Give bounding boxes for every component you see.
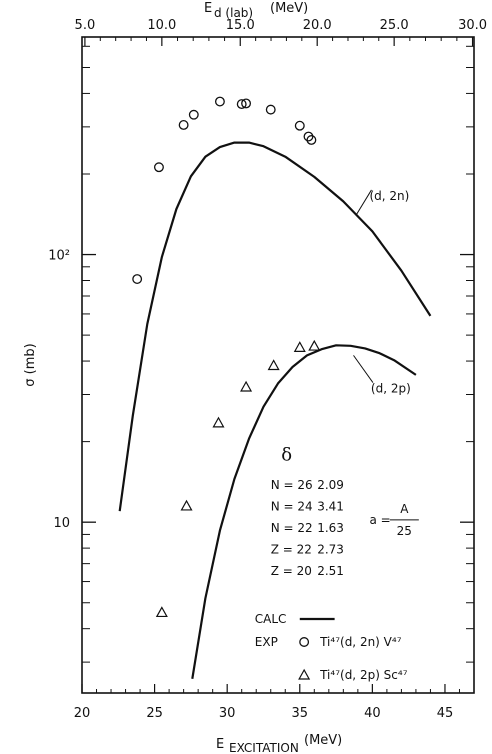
delta-row-value: 2.51	[317, 564, 344, 578]
x-axis-unit: (MeV)	[304, 733, 342, 748]
data-point-d2n	[153, 162, 164, 173]
delta-row-value: 2.73	[317, 543, 344, 557]
a-formula-numerator: A	[400, 502, 409, 516]
data-point-d2p	[293, 341, 306, 352]
curve-label: (d, 2p)	[371, 382, 411, 396]
data-point-d2p	[308, 339, 321, 351]
top-axis-title-sub: d (lab)	[214, 6, 253, 20]
data-point-d2p	[267, 359, 280, 371]
x-tick-label: 20	[74, 706, 91, 721]
data-point-d2p	[180, 499, 193, 511]
data-point-d2n	[188, 109, 199, 120]
data-point-d2n	[214, 96, 225, 107]
calc-curve	[118, 141, 432, 512]
plot-frame	[81, 36, 475, 694]
data-point-d2n	[241, 98, 252, 109]
data-point-d2p	[155, 606, 168, 618]
data-point-d2n	[306, 135, 317, 145]
delta-row-label: N = 24	[271, 500, 313, 514]
y-axis-title: σ (mb)	[23, 343, 38, 386]
curve-label: (d, 2n)	[369, 189, 409, 203]
legend-calc-label: CALC	[255, 612, 287, 626]
data-point-d2p	[240, 380, 253, 392]
curve-label-arrow	[355, 189, 372, 215]
delta-row-label: N = 26	[271, 478, 313, 492]
x-tick-label: 30	[219, 706, 236, 721]
data-point-d2n	[303, 131, 314, 142]
top-tick-label: 10.0	[147, 18, 176, 33]
a-formula-denominator: 25	[397, 524, 412, 538]
x-tick-label: 25	[146, 706, 163, 721]
calc-curve	[191, 344, 417, 679]
legend-triangle-marker	[298, 668, 311, 680]
x-tick-label: 45	[437, 706, 454, 721]
delta-row-label: N = 22	[271, 521, 313, 535]
top-tick-label: 5.0	[75, 18, 96, 33]
delta-row-value: 2.09	[317, 478, 344, 492]
y-tick-label: 10	[53, 516, 70, 531]
curve-label-arrow	[353, 355, 374, 383]
x-axis-title: E	[216, 737, 224, 752]
top-tick-label: 15.0	[226, 18, 255, 33]
top-tick-label: 20.0	[303, 18, 332, 33]
delta-row-value: 3.41	[317, 500, 344, 514]
legend-circle-text: Ti⁴⁷(d, 2n) V⁴⁷	[319, 635, 402, 649]
x-tick-label: 40	[364, 706, 381, 721]
legend-triangle-text: Ti⁴⁷(d, 2p) Sc⁴⁷	[319, 668, 408, 682]
data-point-d2n	[236, 99, 247, 110]
legend-circle-marker	[299, 637, 310, 647]
legend-exp-label: EXP	[255, 635, 278, 649]
top-tick-label: 25.0	[380, 18, 409, 33]
data-point-d2n	[178, 119, 189, 130]
x-axis-title-sub: EXCITATION	[229, 741, 299, 754]
x-tick-label: 35	[292, 706, 309, 721]
y-tick-label: 10²	[48, 249, 70, 264]
data-point-d2p	[212, 416, 225, 428]
top-axis-title: E	[204, 1, 212, 16]
top-tick-label: 30.0	[458, 18, 487, 33]
delta-row-label: Z = 20	[271, 564, 312, 578]
data-point-d2n	[265, 104, 276, 115]
data-point-d2n	[132, 274, 143, 284]
data-point-d2n	[294, 120, 305, 131]
delta-symbol: δ	[281, 445, 292, 466]
delta-row-value: 1.63	[317, 521, 344, 535]
delta-row-label: Z = 22	[271, 543, 312, 557]
top-axis-unit: (MeV)	[270, 1, 308, 16]
a-formula-lhs: a =	[369, 513, 390, 527]
